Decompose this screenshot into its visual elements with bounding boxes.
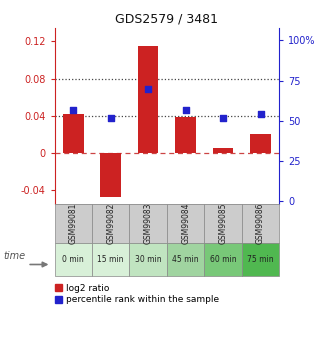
Bar <box>129 204 167 244</box>
Bar <box>175 117 196 152</box>
Bar <box>204 204 242 244</box>
Bar <box>242 204 279 244</box>
Legend: log2 ratio, percentile rank within the sample: log2 ratio, percentile rank within the s… <box>55 284 219 304</box>
Bar <box>167 204 204 244</box>
Text: 30 min: 30 min <box>135 255 161 264</box>
Bar <box>250 134 271 152</box>
Text: GSM99085: GSM99085 <box>219 203 228 244</box>
Text: 60 min: 60 min <box>210 255 236 264</box>
Bar <box>92 244 129 276</box>
Bar <box>129 244 167 276</box>
Title: GDS2579 / 3481: GDS2579 / 3481 <box>116 12 218 25</box>
Text: 15 min: 15 min <box>98 255 124 264</box>
Bar <box>204 244 242 276</box>
Bar <box>138 46 159 152</box>
Text: GSM99082: GSM99082 <box>106 203 115 244</box>
Text: GSM99081: GSM99081 <box>69 203 78 244</box>
Text: 0 min: 0 min <box>62 255 84 264</box>
Text: GSM99084: GSM99084 <box>181 203 190 244</box>
Text: GSM99083: GSM99083 <box>144 203 153 244</box>
Text: time: time <box>3 251 25 261</box>
Point <box>258 112 263 117</box>
Bar <box>92 204 129 244</box>
Text: 75 min: 75 min <box>247 255 274 264</box>
Point <box>183 107 188 112</box>
Bar <box>213 148 233 152</box>
Bar <box>55 244 92 276</box>
Text: 45 min: 45 min <box>172 255 199 264</box>
Text: GSM99086: GSM99086 <box>256 203 265 244</box>
Bar <box>100 152 121 197</box>
Bar <box>242 244 279 276</box>
Point <box>146 86 151 91</box>
Bar <box>55 204 92 244</box>
Bar <box>167 244 204 276</box>
Point <box>71 107 76 112</box>
Point <box>221 115 226 120</box>
Point <box>108 115 113 120</box>
Bar <box>63 114 83 152</box>
